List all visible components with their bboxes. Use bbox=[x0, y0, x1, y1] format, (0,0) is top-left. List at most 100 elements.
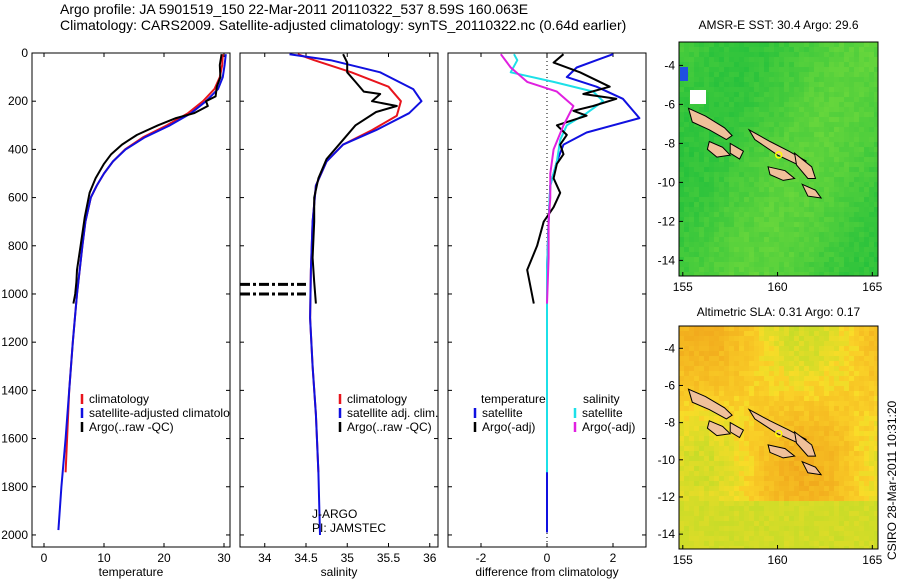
heatmap-cell bbox=[709, 521, 715, 527]
heatmap-cell bbox=[709, 396, 715, 402]
heatmap-cell bbox=[684, 252, 690, 258]
heatmap-cell bbox=[824, 491, 830, 497]
heatmap-cell bbox=[684, 346, 690, 352]
heatmap-cell bbox=[874, 82, 878, 88]
heatmap-cell bbox=[749, 267, 755, 273]
heatmap-cell bbox=[744, 257, 750, 263]
heatmap-cell bbox=[839, 436, 845, 442]
heatmap-cell bbox=[864, 431, 870, 437]
heatmap-cell bbox=[844, 521, 850, 527]
heatmap-cell bbox=[839, 341, 845, 347]
heatmap-cell bbox=[829, 177, 835, 183]
heatmap-cell bbox=[729, 346, 735, 352]
heatmap-cell bbox=[804, 436, 810, 442]
heatmap-cell bbox=[829, 182, 835, 188]
heatmap-cell bbox=[714, 177, 720, 183]
heatmap-cell bbox=[844, 247, 850, 253]
heatmap-cell bbox=[749, 227, 755, 233]
heatmap-cell bbox=[719, 102, 725, 108]
heatmap-cell bbox=[834, 446, 840, 452]
heatmap-cell bbox=[789, 546, 795, 549]
heatmap-cell bbox=[844, 57, 850, 63]
heatmap-cell bbox=[854, 526, 860, 532]
heatmap-cell bbox=[834, 471, 840, 477]
heatmap-cell bbox=[874, 227, 878, 233]
heatmap-cell bbox=[849, 262, 855, 268]
heatmap-cell bbox=[789, 92, 795, 98]
heatmap-cell bbox=[869, 52, 875, 58]
heatmap-cell bbox=[844, 192, 850, 198]
series-group bbox=[57, 54, 227, 531]
heatmap-cell bbox=[764, 341, 770, 347]
heatmap-cell bbox=[859, 272, 865, 276]
heatmap-cell bbox=[724, 222, 730, 228]
heatmap-cell bbox=[779, 232, 785, 238]
heatmap-cell bbox=[704, 501, 710, 507]
heatmap-cell bbox=[709, 102, 715, 108]
heatmap-cell bbox=[799, 341, 805, 347]
heatmap-cell bbox=[724, 396, 730, 402]
heatmap-cell bbox=[819, 366, 825, 372]
heatmap-cell bbox=[734, 57, 740, 63]
heatmap-cell bbox=[689, 446, 695, 452]
heatmap-cell bbox=[744, 122, 750, 128]
heatmap-cell bbox=[829, 227, 835, 233]
heatmap-cell bbox=[769, 62, 775, 68]
heatmap-cell bbox=[834, 222, 840, 228]
heatmap-cell bbox=[784, 187, 790, 193]
heatmap-cell bbox=[694, 436, 700, 442]
heatmap-cell bbox=[874, 272, 878, 276]
heatmap-cell bbox=[784, 222, 790, 228]
heatmap-cell bbox=[824, 72, 830, 78]
heatmap-cell bbox=[864, 272, 870, 276]
heatmap-cell bbox=[759, 346, 765, 352]
heatmap-cell bbox=[819, 202, 825, 208]
heatmap-cell bbox=[769, 436, 775, 442]
heatmap-cell bbox=[689, 217, 695, 223]
heatmap-cell bbox=[754, 331, 760, 337]
heatmap-cell bbox=[869, 431, 875, 437]
heatmap-cell bbox=[824, 247, 830, 253]
heatmap-cell bbox=[859, 62, 865, 68]
heatmap-cell bbox=[774, 406, 780, 412]
heatmap-cell bbox=[829, 466, 835, 472]
heatmap-cell bbox=[784, 247, 790, 253]
heatmap-cell bbox=[869, 356, 875, 362]
heatmap-cell bbox=[809, 541, 815, 547]
heatmap-cell bbox=[874, 431, 878, 437]
heatmap-cell bbox=[704, 516, 710, 522]
heatmap-cell bbox=[824, 511, 830, 517]
heatmap-cell bbox=[749, 511, 755, 517]
heatmap-cell bbox=[844, 177, 850, 183]
heatmap-cell bbox=[689, 366, 695, 372]
heatmap-cell bbox=[769, 391, 775, 397]
heatmap-cell bbox=[694, 546, 700, 549]
heatmap-cell bbox=[724, 436, 730, 442]
heatmap-cell bbox=[774, 336, 780, 342]
heatmap-cell bbox=[744, 486, 750, 492]
heatmap-cell bbox=[679, 257, 685, 263]
heatmap-cell bbox=[809, 521, 815, 527]
heatmap-cell bbox=[859, 471, 865, 477]
heatmap-cell bbox=[739, 172, 745, 178]
heatmap-cell bbox=[824, 341, 830, 347]
heatmap-cell bbox=[769, 242, 775, 248]
heatmap-cell bbox=[874, 456, 878, 462]
heatmap-cell bbox=[799, 371, 805, 377]
heatmap-cell bbox=[794, 526, 800, 532]
heatmap-cell bbox=[819, 526, 825, 532]
heatmap-cell bbox=[794, 212, 800, 218]
heatmap-cell bbox=[774, 396, 780, 402]
heatmap-cell bbox=[794, 57, 800, 63]
heatmap-cell bbox=[864, 162, 870, 168]
heatmap-cell bbox=[714, 361, 720, 367]
heatmap-cell bbox=[739, 97, 745, 103]
heatmap-cell bbox=[684, 391, 690, 397]
heatmap-cell bbox=[694, 476, 700, 482]
heatmap-cell bbox=[744, 361, 750, 367]
heatmap-cell bbox=[759, 546, 765, 549]
heatmap-cell bbox=[714, 416, 720, 422]
heatmap-cell bbox=[819, 451, 825, 457]
heatmap-cell bbox=[734, 82, 740, 88]
heatmap-cell bbox=[874, 137, 878, 143]
